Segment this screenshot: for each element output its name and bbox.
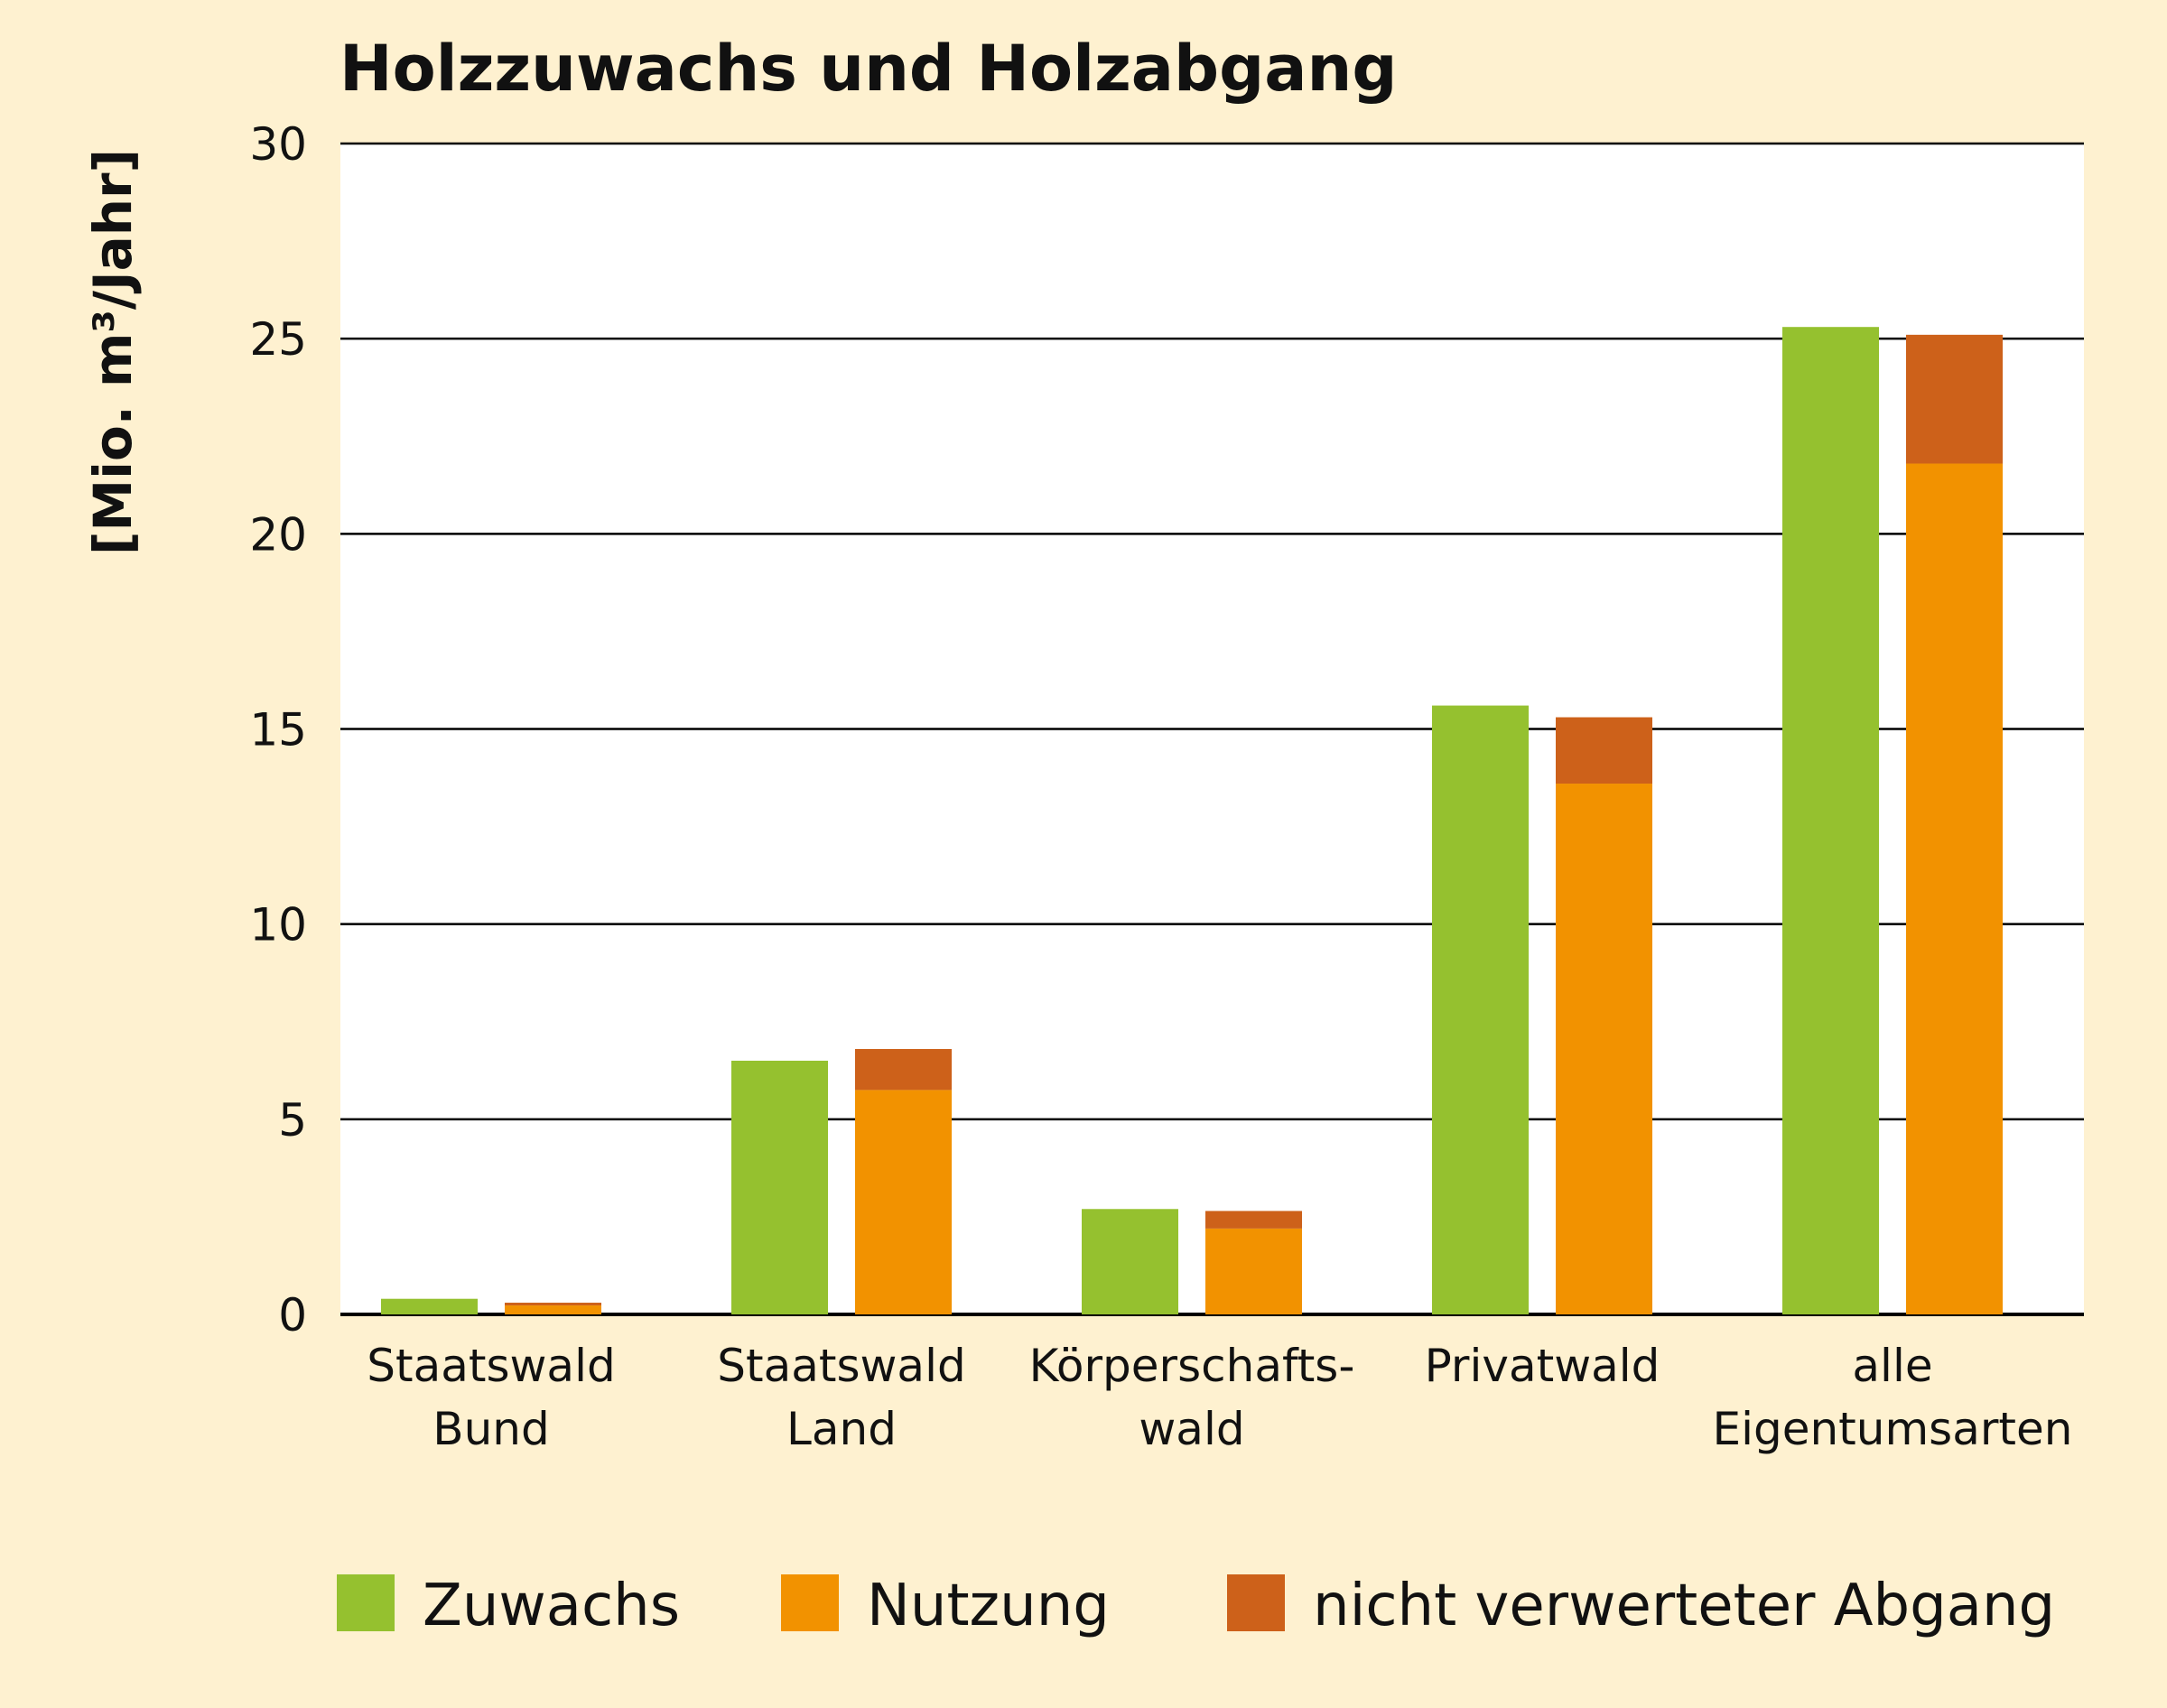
x-tick-label: Eigentumsarten [1713, 1403, 2073, 1455]
bar-nutzung-4 [1906, 463, 2003, 1314]
legend-swatch [1227, 1574, 1285, 1631]
bar-nutzung-3 [1556, 784, 1652, 1314]
bar-nutzung-1 [855, 1090, 952, 1314]
y-tick-label: 20 [249, 508, 307, 561]
bar-nicht-verwerteter-abgang-3 [1556, 717, 1652, 784]
bar-zuwachs-3 [1432, 705, 1529, 1314]
x-tick-label: alle [1852, 1340, 1932, 1392]
bar-zuwachs-0 [381, 1298, 478, 1314]
bar-nutzung-2 [1205, 1228, 1302, 1314]
y-tick-label: 15 [249, 704, 307, 757]
bar-nutzung-0 [505, 1305, 601, 1314]
y-tick-label: 10 [249, 899, 307, 951]
legend-label: Zuwachs [423, 1573, 680, 1639]
bar-nicht-verwerteter-abgang-2 [1205, 1211, 1302, 1229]
legend-swatch [781, 1574, 839, 1631]
x-tick-label: wald [1139, 1403, 1244, 1455]
y-tick-label: 25 [249, 313, 307, 366]
x-tick-label: Privatwald [1425, 1340, 1660, 1392]
y-tick-label: 5 [278, 1094, 307, 1146]
y-tick-label: 30 [249, 118, 307, 171]
y-axis-label: [Mio. m³/Jahr] [82, 149, 144, 555]
bar-nicht-verwerteter-abgang-1 [855, 1049, 952, 1091]
bar-zuwachs-1 [731, 1060, 828, 1314]
legend-label: Nutzung [867, 1573, 1110, 1639]
x-axis-labels: Staatswald Bund Staatswald Land Körperschaft… [367, 1340, 2072, 1455]
legend-label: nicht verwerteter Abgang [1313, 1573, 2055, 1639]
x-tick-label: Staatswald [717, 1340, 965, 1392]
y-tick-label: 0 [278, 1289, 307, 1341]
bar-nicht-verwerteter-abgang-4 [1906, 334, 2003, 464]
legend: Zuwachs Nutzung nicht verwerteter Abgang [337, 1573, 2055, 1639]
bars [381, 327, 2003, 1314]
bar-nicht-verwerteter-abgang-0 [505, 1303, 601, 1306]
x-tick-label: Staatswald [367, 1340, 615, 1392]
bar-zuwachs-2 [1082, 1209, 1178, 1314]
x-tick-label: Körperschafts- [1029, 1340, 1355, 1392]
bar-zuwachs-4 [1782, 327, 1879, 1314]
legend-swatch [337, 1574, 395, 1631]
x-tick-label: Bund [432, 1403, 549, 1455]
chart-title: Holzzuwachs und Holzabgang [339, 32, 1397, 106]
x-tick-label: Land [786, 1403, 897, 1455]
